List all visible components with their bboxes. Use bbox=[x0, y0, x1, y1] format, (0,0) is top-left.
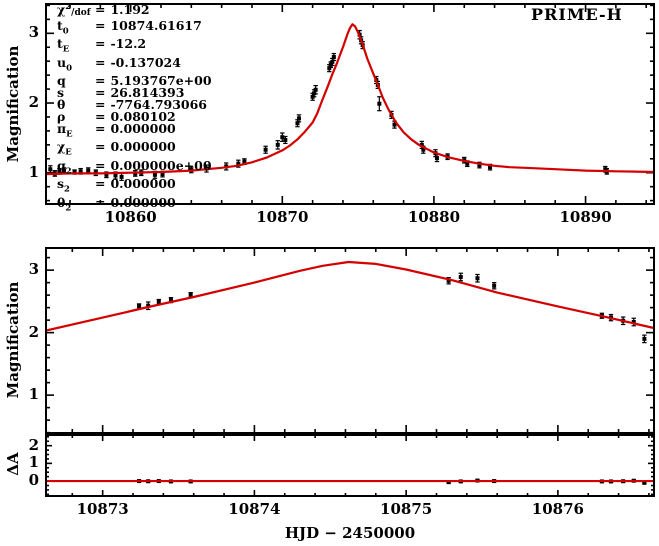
parameter-symbol: tE bbox=[57, 36, 70, 55]
parameter-symbol: θ bbox=[57, 97, 66, 113]
full-lightcurve-panel bbox=[45, 3, 655, 205]
top-y-axis-title: Magnification bbox=[4, 45, 22, 163]
y-tick-label: 3 bbox=[28, 260, 39, 279]
equals-sign: = bbox=[95, 120, 106, 136]
panel-frame bbox=[45, 434, 655, 497]
data-point bbox=[313, 84, 318, 95]
x-tick-label: 10874 bbox=[228, 500, 281, 518]
y-tick-label: 2 bbox=[28, 93, 39, 112]
fit-parameter-list: χ2/dof = 1.192 t0 = 10874.61617 tE = -12.2 u0 = -0.… bbox=[57, 2, 212, 215]
parameter-symbol: q bbox=[57, 73, 66, 89]
y-tick-label: 1 bbox=[28, 453, 39, 472]
model-curve bbox=[45, 23, 655, 176]
x-tick-label: 10870 bbox=[256, 208, 309, 226]
peak-zoom-panel bbox=[45, 247, 655, 434]
equals-sign: = bbox=[95, 109, 106, 124]
fit-parameter-line: s = 26.814393 bbox=[57, 85, 212, 101]
residuals-panel bbox=[45, 434, 655, 497]
equals-sign: = bbox=[95, 194, 106, 210]
parameter-symbol: q2 bbox=[57, 157, 72, 177]
y-tick-label: 0 bbox=[28, 471, 39, 490]
x-tick-label: 10860 bbox=[104, 208, 157, 226]
parameter-symbol: θ2 bbox=[57, 194, 72, 214]
parameter-symbol: χ2/dof bbox=[57, 2, 91, 19]
equals-sign: = bbox=[95, 176, 106, 192]
data-point bbox=[296, 114, 302, 123]
equals-sign: = bbox=[95, 97, 106, 113]
parameter-value: 0.000000 bbox=[110, 194, 176, 210]
parameter-value: 0.000000 bbox=[110, 176, 176, 192]
panel-frame bbox=[45, 247, 655, 434]
data-point bbox=[263, 145, 268, 154]
parameter-symbol: t0 bbox=[57, 18, 69, 37]
y-tick-label: 2 bbox=[28, 435, 39, 454]
parameter-symbol: s2 bbox=[57, 176, 70, 195]
equals-sign: = bbox=[95, 2, 106, 18]
x-axis-title: HJD − 2450000 bbox=[284, 524, 416, 542]
fit-parameter-line: s2 = 0.000000 bbox=[57, 176, 212, 196]
data-point bbox=[331, 52, 337, 62]
fit-parameter-line: χ2/dof = 1.192 bbox=[57, 2, 212, 20]
fit-parameter-line: t0 = 10874.61617 bbox=[57, 18, 212, 38]
fit-parameter-line: θ2 = 0.000000 bbox=[57, 194, 212, 215]
data-point bbox=[145, 301, 151, 311]
parameter-symbol: s bbox=[57, 85, 65, 101]
fit-parameter-line: u0 = -0.137024 bbox=[57, 54, 212, 75]
panel-frame bbox=[45, 3, 655, 205]
data-point bbox=[642, 334, 647, 344]
middle-y-axis-title: Magnification bbox=[4, 281, 22, 399]
y-tick-label: 1 bbox=[28, 385, 39, 404]
parameter-value: -7764.793066 bbox=[110, 97, 207, 113]
x-tick-label: 10875 bbox=[380, 500, 433, 518]
parameter-value: 10874.61617 bbox=[110, 18, 202, 34]
fit-parameter-line: q2 = 0.000000e+00 bbox=[57, 157, 212, 178]
x-tick-label: 10880 bbox=[407, 208, 461, 226]
survey-label: PRIME-H bbox=[531, 5, 623, 24]
parameter-symbol: u0 bbox=[57, 54, 73, 74]
equals-sign: = bbox=[95, 54, 106, 70]
y-tick-label: 3 bbox=[28, 23, 39, 42]
fit-parameter-line: ρ = 0.080102 bbox=[57, 109, 212, 124]
parameter-value: 0.000000 bbox=[110, 139, 176, 155]
residual-y-axis-title: ΔA bbox=[4, 452, 22, 476]
equals-sign: = bbox=[95, 73, 106, 89]
equals-sign: = bbox=[95, 85, 106, 101]
data-point bbox=[458, 272, 463, 282]
parameter-value: 0.080102 bbox=[110, 109, 176, 124]
data-point bbox=[475, 273, 480, 283]
data-point bbox=[48, 165, 53, 174]
x-tick-label: 10890 bbox=[559, 208, 612, 226]
y-tick-label: 1 bbox=[28, 162, 39, 181]
model-curve bbox=[45, 260, 655, 332]
parameter-value: 0.000000 bbox=[110, 120, 176, 136]
parameter-symbol: πE bbox=[57, 120, 73, 140]
equals-sign: = bbox=[95, 157, 106, 173]
parameter-value: 0.000000e+00 bbox=[110, 157, 212, 173]
fit-parameter-line: tE = -12.2 bbox=[57, 38, 212, 56]
data-point bbox=[275, 140, 280, 150]
y-tick-label: 2 bbox=[28, 322, 39, 341]
fit-parameter-line: χE = 0.000000 bbox=[57, 139, 212, 159]
equals-sign: = bbox=[95, 36, 106, 52]
parameter-value: 26.814393 bbox=[110, 85, 185, 101]
fit-parameter-line: πE = 0.000000 bbox=[57, 120, 212, 141]
fit-parameter-line: θ = -7764.793066 bbox=[57, 97, 212, 113]
parameter-value: 1.192 bbox=[110, 2, 150, 18]
parameter-value: -12.2 bbox=[110, 36, 147, 52]
fit-parameter-line: q = 5.193767e+00 bbox=[57, 73, 212, 89]
equals-sign: = bbox=[95, 18, 106, 34]
data-point bbox=[283, 135, 288, 145]
equals-sign: = bbox=[95, 139, 106, 155]
parameter-value: -0.137024 bbox=[110, 54, 181, 70]
parameter-symbol: χE bbox=[57, 139, 72, 158]
data-point bbox=[491, 282, 497, 290]
parameter-symbol: ρ bbox=[57, 109, 66, 124]
x-tick-label: 10876 bbox=[531, 500, 584, 518]
data-point bbox=[377, 96, 382, 112]
x-tick-label: 10873 bbox=[76, 500, 129, 518]
parameter-value: 5.193767e+00 bbox=[110, 73, 212, 89]
